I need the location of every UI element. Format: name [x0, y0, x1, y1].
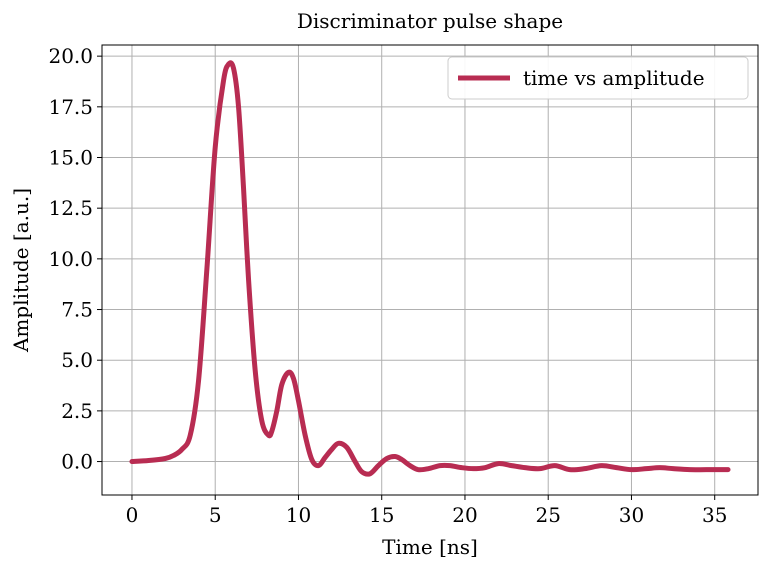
x-tick-label: 35	[702, 503, 727, 527]
legend-label: time vs amplitude	[523, 66, 705, 90]
x-axis: 0 5 10 15 20 25 30 35	[126, 495, 727, 527]
x-tick-label: 20	[452, 503, 477, 527]
x-tick-label: 30	[619, 503, 644, 527]
y-tick-label: 10.0	[48, 247, 93, 271]
y-tick-label: 5.0	[61, 348, 93, 372]
legend-box	[447, 56, 749, 100]
y-tick-label: 7.5	[61, 298, 93, 322]
x-axis-label: Time [ns]	[382, 535, 478, 559]
x-tick-label: 10	[286, 503, 311, 527]
series-layer	[129, 60, 731, 477]
y-tick-label: 15.0	[48, 146, 93, 170]
y-axis-label: Amplitude [a.u.]	[9, 188, 33, 353]
x-tick-label: 25	[535, 503, 560, 527]
legend: time vs amplitude	[447, 56, 749, 100]
chart-title: Discriminator pulse shape	[297, 9, 563, 33]
x-tick-label: 5	[209, 503, 222, 527]
grid	[102, 45, 758, 495]
x-tick-label: 0	[126, 503, 139, 527]
series-line	[129, 60, 731, 477]
plot-frame	[101, 44, 759, 496]
y-tick-label: 2.5	[61, 399, 93, 423]
y-tick-label: 0.0	[61, 450, 93, 474]
y-tick-label: 20.0	[48, 44, 93, 68]
y-tick-label: 17.5	[48, 95, 93, 119]
y-axis: 0.0 2.5 5.0 7.5 10.0 12.5 15.0 17.5 20.0	[48, 44, 102, 474]
y-tick-label: 12.5	[48, 196, 93, 220]
x-tick-label: 15	[369, 503, 394, 527]
